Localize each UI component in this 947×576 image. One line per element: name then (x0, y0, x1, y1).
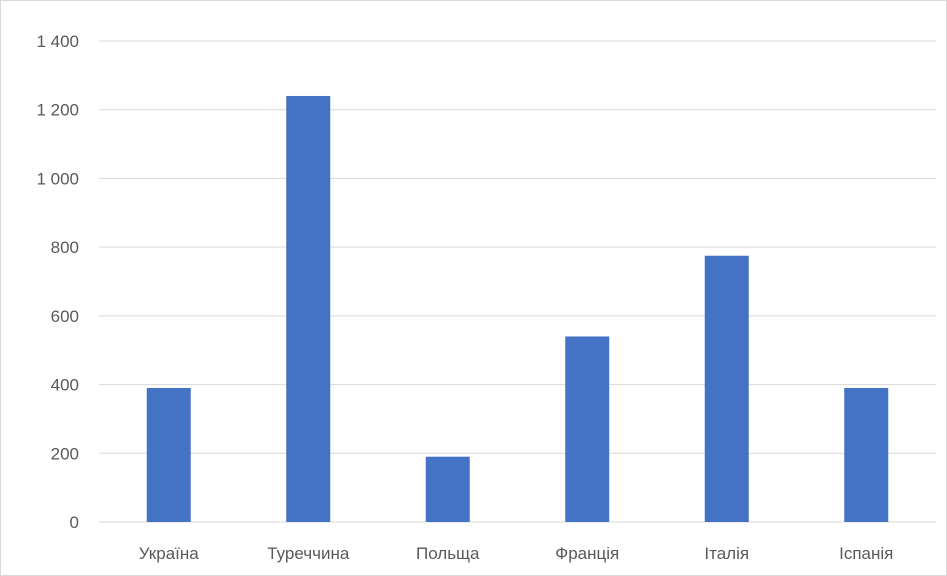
x-tick-label: Польща (416, 544, 480, 563)
y-tick-label: 400 (51, 376, 79, 395)
x-tick-label: Туреччина (267, 544, 350, 563)
bar (565, 336, 610, 522)
x-tick-label: Італія (704, 544, 749, 563)
x-axis-tick-labels: Україна Туреччина Польща Франція Італія Іспан… (139, 544, 894, 563)
bar (286, 95, 331, 522)
bar (704, 255, 749, 522)
bar (425, 456, 470, 522)
x-tick-label: Франція (555, 544, 619, 563)
x-tick-label: Україна (139, 544, 199, 563)
y-tick-label: 200 (51, 444, 79, 463)
y-tick-label: 600 (51, 307, 79, 326)
y-tick-label: 1 200 (36, 101, 79, 120)
bars (146, 95, 889, 522)
bar (844, 388, 889, 522)
bar (146, 388, 191, 522)
y-tick-label: 1 000 (36, 169, 79, 188)
y-tick-label: 800 (51, 238, 79, 257)
gridlines (99, 40, 936, 523)
y-axis-tick-labels: 0 200 400 600 800 1 000 1 200 1 400 (36, 32, 79, 532)
x-tick-label: Іспанія (839, 544, 893, 563)
y-tick-label: 1 400 (36, 32, 79, 51)
y-tick-label: 0 (70, 513, 79, 532)
